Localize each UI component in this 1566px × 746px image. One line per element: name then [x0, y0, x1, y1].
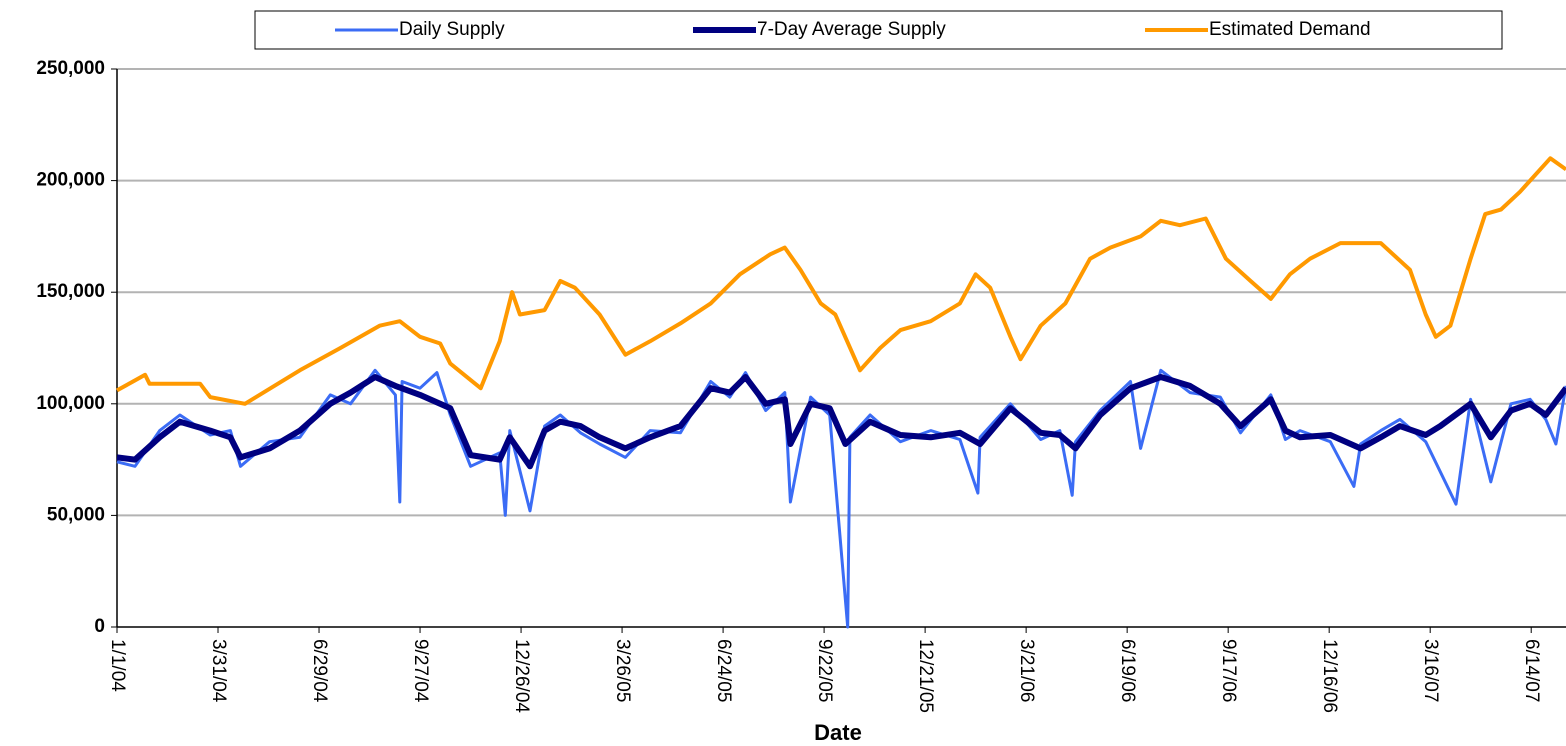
x-tick-label: 9/17/06 [1218, 639, 1239, 702]
y-tick-label: 200,000 [36, 170, 105, 191]
x-tick-label: 6/24/05 [713, 639, 734, 702]
legend-label: Daily Supply [399, 19, 505, 40]
y-tick-label: 150,000 [36, 281, 105, 302]
y-tick-label: 100,000 [36, 393, 105, 414]
x-tick-label: 3/21/06 [1016, 639, 1037, 702]
x-tick-label: 12/26/04 [511, 639, 532, 713]
x-tick-label: 3/31/04 [208, 639, 229, 703]
x-tick-label: 12/21/05 [915, 639, 936, 713]
legend-label: 7-Day Average Supply [757, 19, 946, 40]
series-line [116, 374, 1566, 470]
x-tick-label: 6/29/04 [309, 639, 330, 703]
x-tick-label: 3/16/07 [1420, 639, 1441, 702]
x-tick-label: 6/19/06 [1117, 639, 1138, 702]
y-tick-label: 0 [94, 616, 105, 637]
legend-box [254, 10, 1503, 50]
y-tick-label: 50,000 [47, 504, 105, 525]
y-tick-label: 250,000 [36, 58, 105, 79]
x-tick-label: 3/26/05 [612, 639, 633, 702]
series-line [116, 156, 1566, 406]
x-tick-label: 9/22/05 [814, 639, 835, 702]
legend-label: Estimated Demand [1209, 19, 1371, 40]
series-line [116, 368, 1566, 629]
x-tick-label: 9/27/04 [410, 639, 431, 703]
x-tick-label: 1/1/04 [107, 639, 128, 692]
x-axis-label: Date [814, 720, 862, 745]
x-tick-label: 12/16/06 [1319, 639, 1340, 713]
x-tick-label: 6/14/07 [1521, 639, 1542, 702]
